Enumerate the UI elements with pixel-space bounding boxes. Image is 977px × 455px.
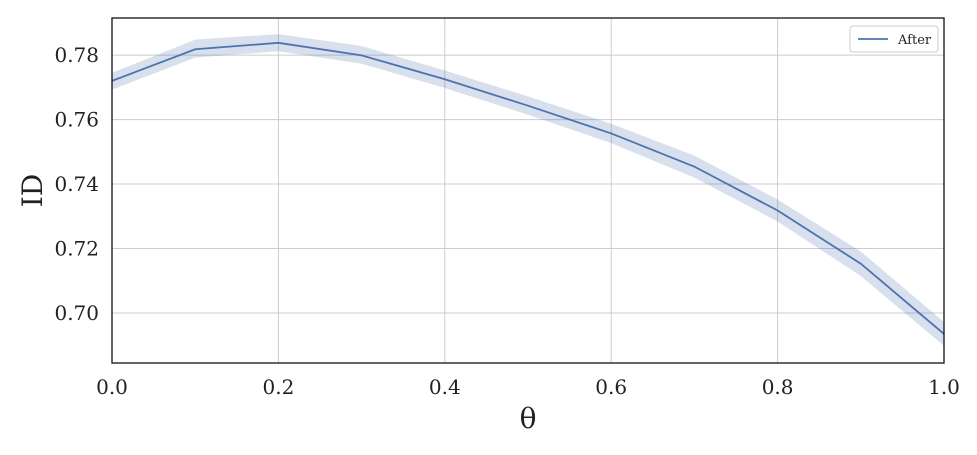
confidence-band	[112, 34, 944, 346]
series-line	[111, 41, 945, 335]
x-tick-label: 0.6	[595, 375, 627, 399]
legend-box	[849, 25, 939, 53]
y-tick-label: 0.70	[54, 301, 99, 325]
x-tick-label: 0.4	[429, 375, 461, 399]
x-tick-label: 0.0	[96, 375, 128, 399]
x-tick-label: 1.0	[928, 375, 960, 399]
y-tick-label: 0.74	[54, 172, 99, 196]
plot-frame	[111, 17, 945, 364]
y-tick-label: 0.78	[54, 43, 99, 67]
legend-label: After	[897, 33, 932, 48]
y-axis-title: ID	[16, 174, 49, 208]
x-axis-title: θ	[520, 402, 537, 435]
y-tick-label: 0.72	[54, 237, 99, 261]
x-tick-label: 0.2	[262, 375, 294, 399]
gridlines	[111, 18, 945, 363]
confidence-bands	[112, 34, 944, 346]
x-tick-labels: 0.0 0.2 0.4 0.6 0.8 1.0	[96, 375, 960, 399]
legend: After	[849, 25, 939, 53]
x-tick-label: 0.8	[762, 375, 794, 399]
series-lines	[111, 41, 945, 335]
y-tick-label: 0.76	[54, 108, 99, 132]
y-tick-labels: 0.70 0.72 0.74 0.76 0.78	[54, 43, 99, 325]
